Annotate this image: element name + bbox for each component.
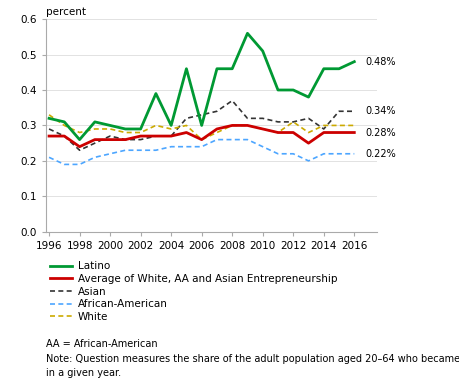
Text: in a given year.: in a given year.	[46, 368, 121, 378]
Legend: Latino, Average of White, AA and Asian Entrepreneurship, Asian, African-American: Latino, Average of White, AA and Asian E…	[50, 261, 336, 322]
Text: AA = African-American: AA = African-American	[46, 339, 157, 349]
Text: 0.28%: 0.28%	[364, 128, 395, 137]
Text: 0.22%: 0.22%	[364, 149, 395, 159]
Text: 0.48%: 0.48%	[364, 57, 395, 67]
Text: Note: Question measures the share of the adult population aged 20–64 who became : Note: Question measures the share of the…	[46, 354, 459, 364]
Text: 0.34%: 0.34%	[364, 106, 395, 116]
Text: percent: percent	[46, 7, 86, 17]
